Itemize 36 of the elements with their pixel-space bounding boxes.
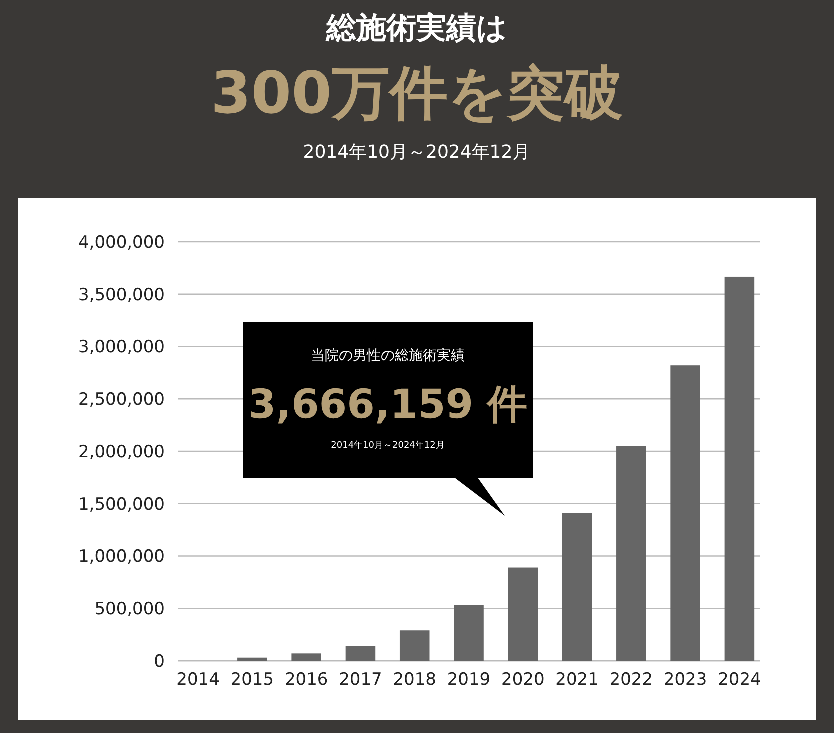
x-tick-label: 2022 bbox=[610, 670, 654, 690]
chart-subtitle: 300万件を突破 bbox=[210, 59, 624, 127]
bar bbox=[508, 568, 538, 661]
x-tick-label: 2018 bbox=[393, 670, 436, 690]
bar bbox=[724, 276, 755, 661]
annotation: 当院の男性の総施術実績 bbox=[311, 348, 465, 364]
y-tick-label: 1,500,000 bbox=[78, 494, 165, 515]
bar bbox=[238, 658, 268, 661]
text: 2014年10月～2024年12月 bbox=[303, 142, 531, 163]
bar bbox=[400, 630, 430, 661]
y-tick-label: 1,000,000 bbox=[78, 547, 165, 568]
y-tick-label: 0 bbox=[154, 652, 165, 672]
x-tick-label: 2020 bbox=[502, 670, 545, 690]
annotation: 3,666,159 件 bbox=[248, 382, 528, 428]
bar bbox=[562, 513, 592, 661]
bar bbox=[292, 654, 322, 661]
x-tick-label: 2014 bbox=[176, 670, 220, 690]
x-tick-label: 2019 bbox=[447, 670, 491, 690]
bar bbox=[454, 605, 484, 661]
y-tick-label: 3,500,000 bbox=[78, 285, 165, 306]
y-tick-label: 3,000,000 bbox=[78, 338, 165, 358]
x-tick-label: 2016 bbox=[284, 670, 328, 690]
bar bbox=[346, 646, 376, 661]
x-tick-label: 2024 bbox=[718, 670, 762, 690]
y-tick-label: 2,000,000 bbox=[78, 442, 165, 462]
x-tick-label: 2017 bbox=[339, 670, 382, 690]
x-tick-label: 2023 bbox=[664, 670, 708, 690]
x-tick-label: 2021 bbox=[556, 670, 599, 690]
annotation: 2014年10月～2024年12月 bbox=[331, 440, 445, 451]
y-tick-label: 4,000,000 bbox=[78, 232, 165, 253]
chart-title: 総施術実績は bbox=[326, 11, 508, 46]
y-tick-label: 500,000 bbox=[94, 600, 165, 620]
bar bbox=[616, 446, 646, 661]
bar bbox=[670, 366, 700, 661]
y-tick-label: 2,500,000 bbox=[78, 390, 165, 410]
x-tick-label: 2015 bbox=[230, 670, 274, 690]
